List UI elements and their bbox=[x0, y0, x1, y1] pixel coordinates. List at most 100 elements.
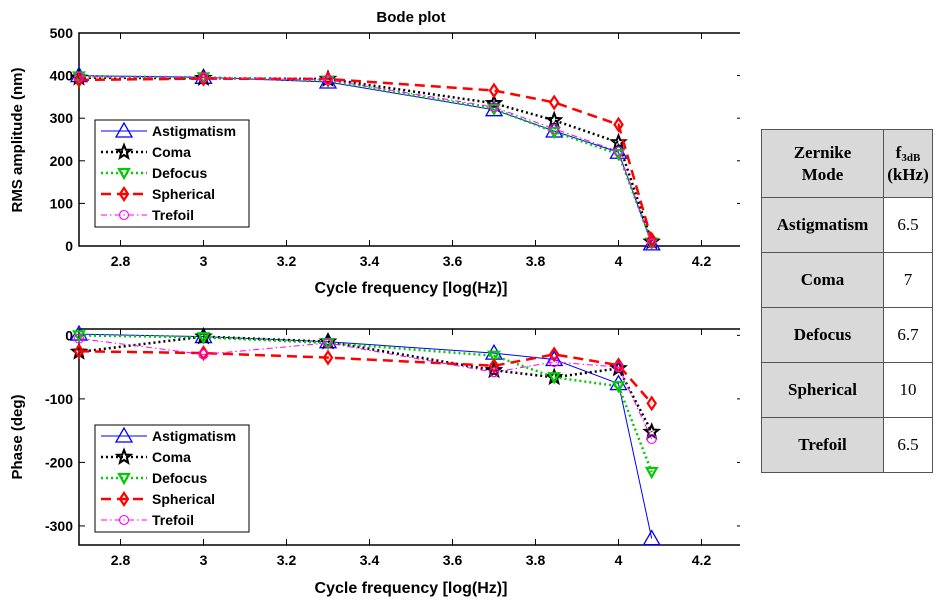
data-point-defocus bbox=[196, 332, 211, 345]
phase-x-axis-label: Cycle frequency [log(Hz)] bbox=[315, 580, 508, 597]
zernike-mode-cell: Trefoil bbox=[761, 417, 884, 473]
table-row: Coma 7 bbox=[761, 252, 933, 308]
amplitude-plot: Bode plot 2.8 3 3.2 3.4 3.6 3.8 4 4.2 0 100 200 300… bbox=[9, 9, 740, 297]
data-point-trefoil bbox=[322, 74, 334, 85]
legend-marker bbox=[118, 491, 130, 507]
data-point-coma bbox=[69, 342, 89, 360]
y-tick-label: 100 bbox=[50, 195, 74, 211]
zernike-mode-cell: Defocus bbox=[761, 307, 884, 363]
legend-item-defocus: Defocus bbox=[101, 165, 207, 181]
data-point-spherical bbox=[613, 116, 624, 133]
f3db-value-cell: 6.5 bbox=[883, 417, 933, 473]
f3db-value-cell: 7 bbox=[883, 252, 933, 308]
legend-marker bbox=[114, 121, 134, 138]
legend-item-trefoil: Trefoil bbox=[101, 512, 194, 528]
data-point-spherical bbox=[646, 231, 658, 248]
y-tick-label: 400 bbox=[50, 68, 74, 84]
legend-marker bbox=[114, 426, 134, 443]
data-point-spherical bbox=[322, 349, 334, 366]
data-point-spherical bbox=[548, 346, 560, 363]
y-tick-label: -200 bbox=[45, 454, 73, 470]
x-tick-label: 3.2 bbox=[277, 552, 297, 568]
data-point-defocus bbox=[611, 148, 626, 162]
zernike-table-container: Zernike Mode f3dB (kHz) Astigmatism 6.5 Co… bbox=[761, 129, 933, 473]
legend-label: Astigmatism bbox=[152, 123, 236, 139]
data-point-defocus bbox=[487, 103, 501, 117]
data-point-trefoil bbox=[198, 349, 209, 360]
f3db-value-cell: 6.5 bbox=[883, 197, 933, 253]
bode-plots: Bode plot 2.8 3 3.2 3.4 3.6 3.8 4 4.2 0 100 200 300… bbox=[9, 9, 740, 597]
data-point-trefoil bbox=[198, 72, 209, 83]
data-point-defocus bbox=[487, 350, 501, 363]
data-point-coma bbox=[544, 110, 564, 129]
x-tick-label: 4.2 bbox=[692, 253, 712, 269]
legend-marker bbox=[114, 447, 134, 465]
data-point-spherical bbox=[646, 395, 658, 412]
legend-label: Spherical bbox=[152, 491, 215, 507]
legend-label: Coma bbox=[152, 449, 191, 465]
x-tick-label: 3 bbox=[200, 552, 208, 568]
header-zernike-mode: Zernike Mode bbox=[761, 129, 884, 198]
legend-item-astigmatism: Astigmatism bbox=[101, 426, 236, 444]
legend-item-coma: Coma bbox=[101, 447, 191, 465]
zernike-mode-cell: Astigmatism bbox=[761, 197, 884, 253]
data-point-spherical bbox=[73, 71, 85, 88]
series-trefoil bbox=[73, 333, 657, 444]
y-tick-label: 200 bbox=[50, 153, 74, 169]
x-tick-label: 3.6 bbox=[443, 253, 463, 269]
data-point-trefoil bbox=[613, 146, 624, 157]
table-row: Astigmatism 6.5 bbox=[761, 197, 933, 253]
y-tick-label: 0 bbox=[65, 238, 73, 254]
data-point-defocus bbox=[611, 381, 626, 394]
zernike-mode-cell: Coma bbox=[761, 252, 884, 308]
series-line-coma bbox=[78, 335, 653, 433]
x-tick-label: 4 bbox=[615, 552, 623, 568]
data-point-spherical bbox=[73, 343, 85, 360]
x-tick-label: 3.8 bbox=[526, 253, 546, 269]
legend-label: Trefoil bbox=[152, 512, 194, 528]
series-trefoil bbox=[73, 71, 657, 249]
legend-marker bbox=[118, 186, 130, 202]
legend-item-trefoil: Trefoil bbox=[101, 207, 194, 223]
x-tick-label: 4.2 bbox=[692, 552, 712, 568]
plot-title: Bode plot bbox=[376, 9, 445, 26]
data-point-defocus bbox=[72, 330, 86, 343]
series-line-spherical bbox=[78, 77, 653, 240]
legend-marker bbox=[118, 514, 130, 526]
header-f-symbol: f bbox=[895, 142, 902, 162]
y-tick-label: -100 bbox=[45, 391, 73, 407]
series-line-trefoil bbox=[78, 338, 653, 440]
data-point-trefoil bbox=[488, 102, 500, 113]
legend-label: Defocus bbox=[152, 470, 207, 486]
x-tick-label: 4 bbox=[615, 253, 623, 269]
legend-item-defocus: Defocus bbox=[101, 470, 207, 486]
legend-label: Trefoil bbox=[152, 207, 194, 223]
phase-y-axis-label: Phase (deg) bbox=[9, 394, 26, 479]
data-point-astigmatism bbox=[642, 529, 661, 546]
y-tick-label: 500 bbox=[50, 25, 74, 41]
legend-marker bbox=[114, 142, 134, 160]
series-line-defocus bbox=[78, 334, 653, 473]
data-point-spherical bbox=[548, 94, 560, 111]
data-point-trefoil bbox=[322, 337, 334, 349]
data-point-trefoil bbox=[549, 356, 560, 368]
legend-item-astigmatism: Astigmatism bbox=[101, 121, 236, 139]
phase-axes-box bbox=[78, 328, 740, 546]
series-spherical bbox=[73, 343, 658, 412]
data-point-defocus bbox=[644, 466, 659, 480]
header-f3db: f3dB (kHz) bbox=[883, 129, 933, 198]
phase-plot: 2.8 3 3.2 3.4 3.6 3.8 4 4.2 0 -100 -200 -300 Cycle … bbox=[9, 324, 740, 597]
data-point-trefoil bbox=[646, 238, 657, 249]
x-tick-label: 2.8 bbox=[111, 552, 131, 568]
data-point-trefoil bbox=[646, 433, 657, 444]
amplitude-axes-box bbox=[78, 32, 740, 247]
zernike-mode-cell: Spherical bbox=[761, 362, 884, 418]
data-point-astigmatism bbox=[545, 350, 564, 367]
f3db-value-cell: 6.7 bbox=[883, 307, 933, 363]
data-point-trefoil bbox=[549, 123, 560, 134]
amplitude-x-axis-label: Cycle frequency [log(Hz)] bbox=[315, 280, 508, 297]
data-point-spherical bbox=[198, 70, 209, 87]
x-tick-label: 3.2 bbox=[277, 253, 297, 269]
legend-marker bbox=[118, 209, 130, 221]
f3db-value-cell: 10 bbox=[883, 362, 933, 418]
